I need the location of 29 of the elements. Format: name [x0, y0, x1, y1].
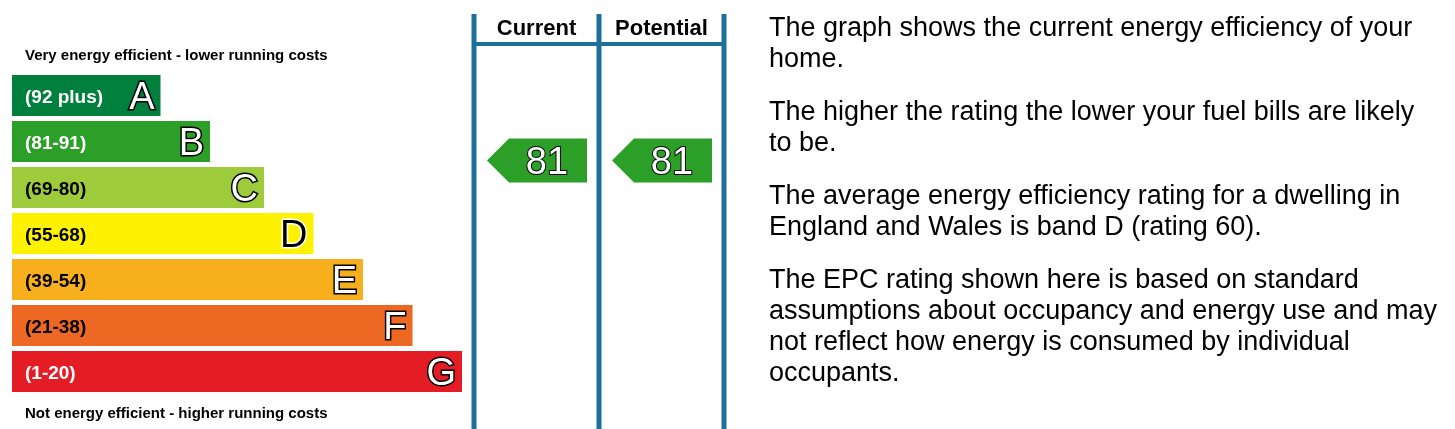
category-label: Current	[496, 15, 577, 40]
annotation: D	[280, 212, 308, 255]
text: The average energy efficiency rating for a dwelling in England and Wales is band D (rating 60).	[769, 180, 1402, 242]
text: The EPC rating shown here is based on standard assumptions about occupancy and energy use and may not reflect how energy is consumed by individual occupants.	[769, 264, 1437, 388]
chart-title: Very energy efficient - lower running costs	[25, 46, 328, 63]
annotation: A	[129, 74, 156, 117]
y-tick-label: (92 plus)	[25, 85, 104, 107]
x-axis-title: Not energy efficient - higher running costs	[25, 404, 328, 421]
y-tick-label: (81-91)	[25, 131, 87, 153]
data-label: 81	[650, 140, 694, 183]
annotation: B	[178, 120, 204, 163]
bar	[12, 305, 413, 346]
text: The higher the rating the lower your fuel bills are likely to be.	[769, 96, 1416, 158]
bar	[12, 213, 314, 254]
annotation: E	[331, 258, 357, 301]
bar	[12, 351, 462, 392]
annotation: F	[383, 304, 407, 347]
y-tick-label: (55-68)	[25, 223, 87, 245]
category-label: Potential	[615, 15, 708, 40]
y-tick-label: (21-38)	[25, 315, 87, 337]
bar	[12, 167, 264, 208]
annotation: C	[230, 166, 258, 209]
y-tick-label: (1-20)	[25, 361, 76, 383]
y-tick-label: (39-54)	[25, 269, 87, 291]
bar	[12, 259, 363, 300]
data-label: 81	[525, 140, 569, 183]
y-tick-label: (69-80)	[25, 177, 87, 199]
annotation: G	[426, 350, 456, 393]
text: The graph shows the current energy efficiency of your home.	[769, 12, 1414, 74]
